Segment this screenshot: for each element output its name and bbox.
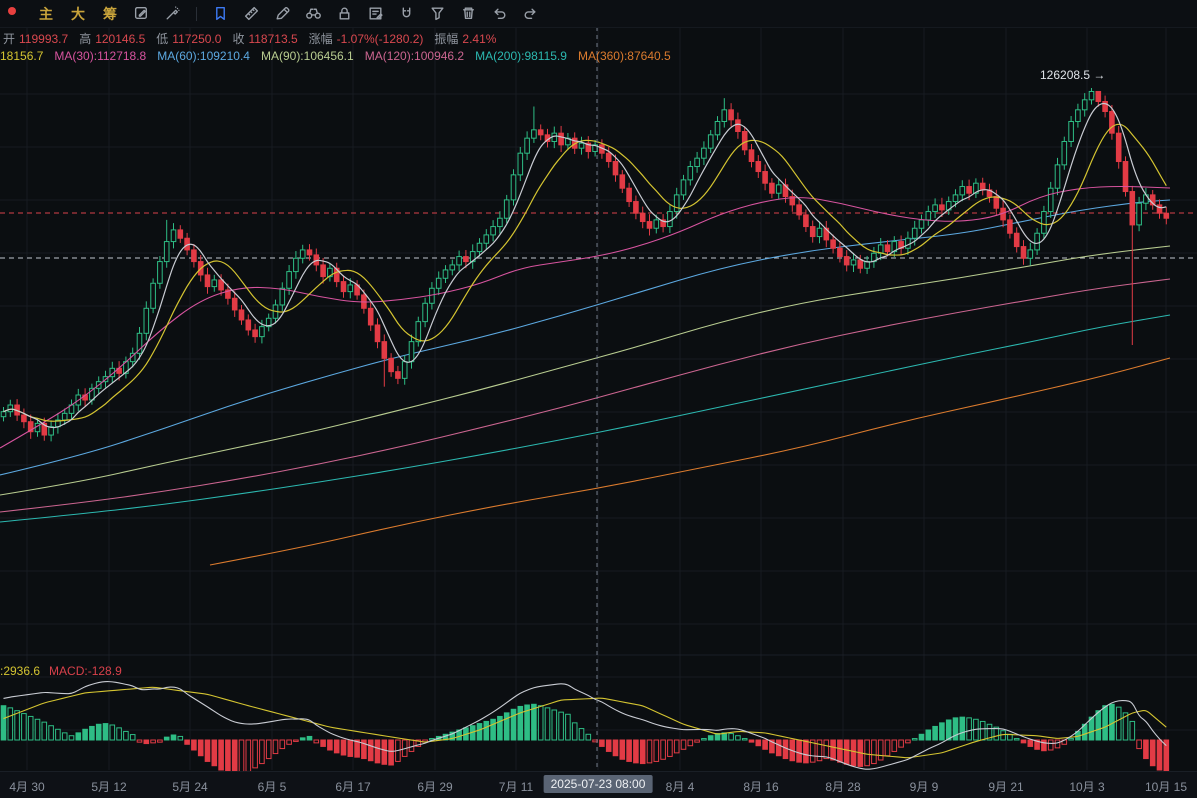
axis-tick-label: 5月 12	[91, 780, 127, 794]
gridlines	[0, 27, 1197, 770]
axis-tick-label: 9月 21	[988, 780, 1024, 794]
axis-tick-label: 8月 28	[825, 780, 861, 794]
ma-line-fast-yellow	[3, 123, 1167, 422]
axis-tick-label: 7月 11	[498, 780, 534, 794]
toolbar-divider	[196, 6, 197, 21]
axis-tick-label: 5月 24	[172, 780, 208, 794]
brush-icon[interactable]	[164, 5, 181, 22]
ma-line-ma90	[0, 245, 1171, 496]
axis-tick-label: 6月 5	[257, 780, 287, 794]
ma-line-ma360	[209, 357, 1171, 566]
chart-svg	[0, 27, 1197, 775]
time-axis[interactable]: 4月 30 5月 12 5月 24 6月 5 6月 17 6月 29 7月 11 2025-0…	[0, 771, 1197, 798]
note-edit-icon[interactable]	[367, 5, 384, 22]
axis-tick-label: 9月 9	[909, 780, 939, 794]
pen-icon[interactable]	[274, 5, 291, 22]
annotate-icon[interactable]	[133, 5, 150, 22]
toolbar-tab-主[interactable]: 主	[39, 5, 53, 22]
macd-histogram	[0, 703, 1170, 775]
magnet-icon[interactable]	[398, 5, 415, 22]
ma-line-ma120	[0, 278, 1171, 513]
axis-tick-label: 8月 16	[743, 780, 779, 794]
chart-canvas[interactable]	[0, 27, 1197, 775]
bookmark-icon[interactable]	[212, 5, 229, 22]
top-toolbar: 主大筹	[0, 0, 1197, 28]
trash-icon[interactable]	[460, 5, 477, 22]
axis-tick-label: 10月 3	[1069, 780, 1105, 794]
binoculars-icon[interactable]	[305, 5, 322, 22]
ruler-icon[interactable]	[243, 5, 260, 22]
lock-icon[interactable]	[336, 5, 353, 22]
filter-icon[interactable]	[429, 5, 446, 22]
macd-dif-line	[3, 681, 1167, 770]
axis-tick-label: 10月 15	[1144, 780, 1188, 794]
macd-dea-line	[3, 686, 1167, 759]
ma-line-fast-white	[3, 102, 1167, 429]
crosshair-date-label: 2025-07-23 08:00	[543, 775, 653, 793]
toolbar-tab-筹[interactable]: 筹	[103, 5, 117, 22]
ma-line-ma30	[0, 185, 1171, 449]
axis-tick-label: 4月 30	[9, 780, 45, 794]
ma-line-ma200	[0, 314, 1171, 523]
axis-tick-label: 6月 29	[417, 780, 453, 794]
ma-line-ma60	[0, 199, 1171, 476]
redo-icon[interactable]	[522, 5, 539, 22]
toolbar-tab-大[interactable]: 大	[71, 5, 85, 22]
axis-tick-label: 8月 4	[665, 780, 695, 794]
undo-icon[interactable]	[491, 5, 508, 22]
candles	[0, 87, 1170, 442]
status-dot-icon	[8, 6, 16, 15]
axis-tick-label: 6月 17	[335, 780, 371, 794]
